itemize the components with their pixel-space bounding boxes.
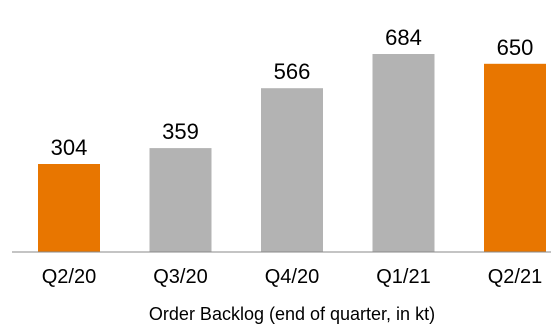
bar-q2-21	[484, 63, 546, 252]
x-tick-label-q2-21: Q2/21	[488, 266, 542, 288]
bar-q2-20	[38, 164, 100, 252]
data-label-q4-20: 566	[274, 59, 311, 84]
bars-group	[38, 54, 546, 252]
bar-q3-20	[149, 148, 212, 252]
x-tick-labels-group: Q2/20 Q3/20 Q4/20 Q1/21 Q2/21	[42, 266, 542, 288]
data-labels-group: 304 359 566 684 650	[51, 25, 534, 160]
data-label-q3-20: 359	[162, 119, 199, 144]
data-label-q1-21: 684	[385, 25, 422, 50]
x-tick-label-q3-20: Q3/20	[153, 266, 207, 288]
data-label-q2-20: 304	[51, 135, 88, 160]
x-tick-label-q2-20: Q2/20	[42, 266, 96, 288]
bar-q4-20	[261, 88, 323, 252]
x-axis-title: Order Backlog (end of quarter, in kt)	[149, 304, 435, 324]
bar-q1-21	[372, 54, 435, 252]
x-tick-label-q1-21: Q1/21	[376, 266, 430, 288]
x-tick-label-q4-20: Q4/20	[265, 266, 319, 288]
data-label-q2-21: 650	[497, 35, 534, 60]
